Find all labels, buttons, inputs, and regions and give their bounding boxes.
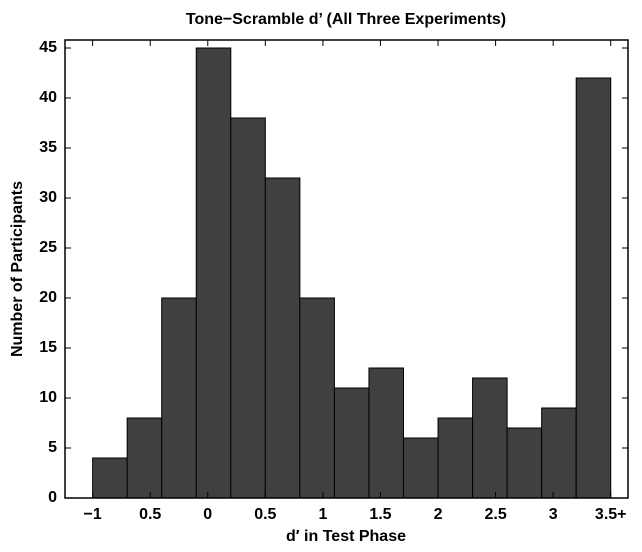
bar: [437, 417, 474, 499]
y-tick-label: 30: [39, 189, 57, 206]
bar: [230, 117, 266, 499]
bar: [402, 437, 439, 499]
x-tick-label: 0.5: [139, 506, 161, 523]
chart-title: Tone−Scramble d’ (All Three Experiments): [186, 11, 506, 28]
y-tick-label: 40: [39, 89, 57, 106]
y-tick-label: 45: [39, 39, 57, 56]
y-tick-label: 10: [39, 389, 57, 406]
bar: [264, 177, 301, 499]
bar: [126, 417, 163, 499]
x-tick-label: 0.5: [254, 506, 276, 523]
bar: [575, 77, 612, 499]
y-tick-label: 5: [48, 439, 57, 456]
x-axis-label: d′ in Test Phase: [286, 528, 406, 545]
x-tick-label: 0: [203, 506, 212, 523]
bar: [368, 367, 404, 499]
x-tick-label: 2: [434, 506, 443, 523]
x-tick-label: −1: [84, 506, 102, 523]
y-tick-label: 35: [39, 139, 57, 156]
bar: [299, 297, 335, 499]
x-tick-label: 3.5+: [595, 506, 627, 523]
y-tick-label: 20: [39, 289, 57, 306]
bar: [472, 377, 508, 499]
plot-frame: [64, 39, 629, 499]
y-axis-label: Number of Participants: [9, 181, 26, 357]
bar: [195, 47, 232, 499]
bar: [92, 457, 128, 499]
y-tick-label: 0: [48, 489, 57, 506]
y-tick-label: 25: [39, 239, 57, 256]
bar: [161, 297, 197, 499]
x-tick-label: 1.5: [369, 506, 391, 523]
x-tick-label: 3: [549, 506, 558, 523]
bar: [541, 407, 577, 499]
x-tick-label: 1: [318, 506, 327, 523]
x-tick-label: 2.5: [484, 506, 506, 523]
y-tick-label: 15: [39, 339, 57, 356]
bar: [506, 427, 543, 499]
bar: [333, 387, 370, 499]
